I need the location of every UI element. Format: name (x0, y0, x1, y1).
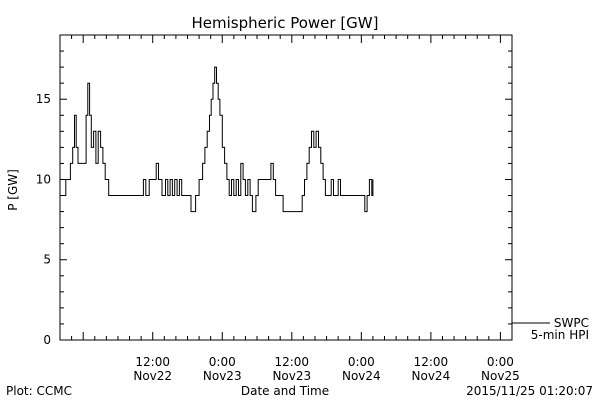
x-tick-time-label: 12:00 (274, 355, 309, 369)
y-tick-label: 5 (43, 253, 51, 267)
footer-timestamp: 2015/11/25 01:20:07 (466, 384, 593, 398)
legend-entry-2: 5-min HPI (531, 328, 589, 342)
y-tick-label: 0 (43, 333, 51, 347)
y-tick-label: 10 (36, 172, 51, 186)
legend: SWPC 5-min HPI (512, 316, 589, 342)
x-tick-date-label: Nov25 (481, 369, 520, 383)
chart-title: Hemispheric Power [GW] (192, 14, 379, 32)
x-tick-date-label: Nov23 (272, 369, 311, 383)
series-group (62, 66, 374, 213)
x-tick-date-label: Nov24 (412, 369, 451, 383)
x-tick-time-label: 0:00 (487, 355, 514, 369)
x-tick-time-label: 0:00 (348, 355, 375, 369)
x-tick-time-label: 0:00 (209, 355, 236, 369)
series-line-swpc-hpi (62, 66, 374, 213)
x-tick-date-label: Nov24 (342, 369, 381, 383)
x-tick-time-label: 12:00 (414, 355, 449, 369)
x-tick-date-label: Nov22 (133, 369, 172, 383)
legend-entry-1: SWPC (554, 316, 589, 330)
y-axis-ticks: 0 5 10 15 (36, 50, 512, 347)
x-axis-ticks: 12:00Nov220:00Nov2312:00Nov230:00Nov2412… (71, 35, 520, 383)
y-axis-label: P [GW] (6, 169, 20, 211)
y-tick-label: 15 (36, 92, 51, 106)
x-axis-label: Date and Time (241, 384, 329, 398)
footer-plot-source: Plot: CCMC (6, 384, 72, 398)
x-tick-time-label: 12:00 (135, 355, 170, 369)
x-tick-date-label: Nov23 (203, 369, 242, 383)
plot-frame (59, 34, 513, 341)
